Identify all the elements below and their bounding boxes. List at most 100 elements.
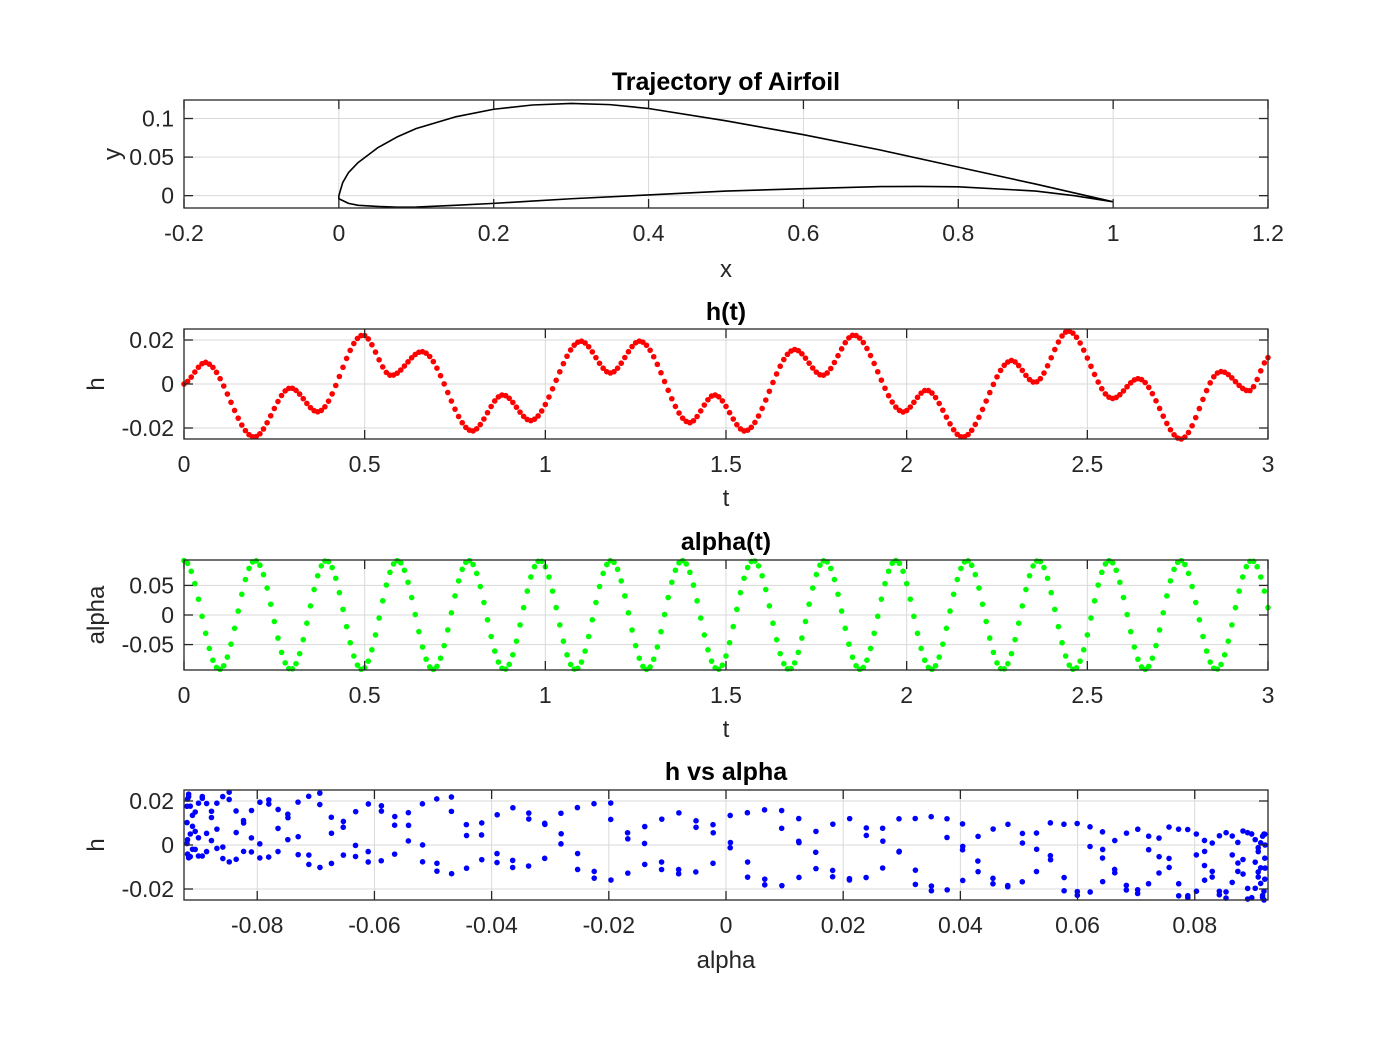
alpha-marker [531, 563, 538, 570]
y-tick-label: 0 [161, 183, 174, 209]
x-axis-label-alpha-of-t: t [723, 716, 730, 743]
h-vs-alpha-marker [448, 808, 455, 815]
h-vs-alpha-marker [340, 852, 347, 858]
h-vs-alpha-marker [317, 790, 323, 796]
h-marker [1250, 383, 1257, 390]
h-vs-alpha-marker [192, 828, 198, 835]
h-marker [1095, 379, 1101, 385]
h-vs-alpha-marker [352, 853, 359, 860]
h-marker [781, 356, 787, 363]
alpha-marker [314, 572, 321, 579]
h-vs-alpha-marker [184, 851, 191, 857]
plot-title-trajectory: Trajectory of Airfoil [612, 68, 840, 96]
alpha-marker [1239, 574, 1246, 580]
alpha-marker [842, 625, 849, 632]
h-marker [325, 398, 332, 404]
h-marker [408, 355, 415, 361]
alpha-marker [972, 571, 979, 578]
h-marker [401, 363, 408, 369]
h-vs-alpha-marker [233, 856, 239, 863]
alpha-marker [1218, 661, 1224, 668]
h-marker [1261, 360, 1268, 366]
h-vs-alpha-marker [1262, 865, 1268, 871]
h-vs-alpha-marker [880, 838, 886, 844]
h-marker [1254, 376, 1260, 383]
h-vs-alpha-marker [405, 822, 412, 829]
h-vs-alpha-marker [463, 832, 470, 839]
alpha-marker [636, 655, 643, 661]
y-tick-label: 0 [161, 371, 174, 397]
h-marker [398, 367, 404, 373]
h-marker [802, 355, 809, 361]
h-vs-alpha-marker [1145, 846, 1152, 853]
h-marker [669, 395, 675, 402]
alpha-marker [849, 654, 856, 660]
h-vs-alpha-marker [306, 852, 312, 858]
h-marker [629, 343, 635, 350]
alpha-marker [1041, 564, 1047, 571]
h-vs-alpha-marker [189, 823, 196, 830]
h-marker [351, 340, 357, 347]
h-vs-alpha-marker [727, 844, 733, 851]
h-marker [752, 419, 758, 426]
h-vs-alpha-marker [1259, 833, 1266, 839]
h-vs-alpha-marker [641, 840, 648, 847]
alpha-marker [835, 591, 841, 598]
h-marker [994, 374, 1000, 380]
h-vs-alpha-marker [1255, 848, 1262, 855]
h-marker [1044, 363, 1051, 369]
alpha-marker [795, 649, 802, 656]
h-vs-alpha-marker [187, 831, 194, 837]
h-vs-alpha-marker [275, 848, 281, 855]
h-marker [332, 382, 339, 389]
alpha-marker [871, 630, 877, 637]
alpha-marker [510, 652, 516, 658]
h-vs-alpha-marker [340, 818, 347, 825]
plot-title-h-vs-alpha: h vs alpha [665, 758, 788, 786]
h-marker [860, 339, 867, 346]
h-vs-alpha-marker [463, 821, 470, 828]
x-tick-label: -0.04 [465, 912, 518, 938]
h-marker [484, 409, 491, 416]
h-marker [235, 415, 241, 421]
h-vs-alpha-marker [574, 804, 581, 811]
alpha-marker [759, 572, 765, 579]
h-marker [444, 389, 451, 396]
h-marker [986, 389, 993, 396]
h-vs-alpha-marker [1262, 855, 1268, 861]
h-vs-alpha-marker [676, 810, 682, 816]
alpha-marker [401, 567, 408, 574]
h-marker [1225, 371, 1232, 378]
alpha-marker [1254, 563, 1260, 570]
x-tick-label: 0 [332, 220, 345, 246]
h-marker [799, 350, 805, 357]
x-tick-label: 0.8 [942, 220, 974, 246]
h-vs-alpha-marker [1175, 826, 1182, 832]
h-vs-alpha-marker [558, 810, 564, 817]
alpha-marker [293, 660, 299, 667]
alpha-marker [701, 632, 708, 638]
h-marker [622, 354, 628, 361]
h-vs-alpha-marker [744, 859, 751, 865]
h-vs-alpha-marker [1033, 846, 1040, 853]
alpha-marker [556, 622, 563, 628]
subplot-trajectory: Trajectory of Airfoil -0.2 0 0.2 0.4 0.6 0.8 1… [99, 68, 1284, 283]
h-vs-alpha-marker [1252, 885, 1259, 892]
alpha-marker [408, 594, 415, 601]
h-vs-alpha-marker [365, 801, 372, 807]
h-vs-alpha-marker [658, 816, 665, 822]
h-vs-alpha-marker [1235, 839, 1241, 846]
alpha-marker [1192, 599, 1199, 606]
x-tick-label: 0 [720, 912, 733, 938]
h-vs-alpha-marker [829, 867, 836, 874]
h-vs-alpha-marker [863, 825, 870, 831]
h-vs-alpha-marker [240, 848, 247, 855]
h-vs-alpha-marker [1087, 824, 1093, 830]
h-marker [831, 359, 838, 366]
alpha-marker [1171, 566, 1177, 573]
h-vs-alpha-marker [419, 801, 426, 807]
h-marker [1070, 330, 1076, 336]
h-marker [893, 404, 899, 410]
